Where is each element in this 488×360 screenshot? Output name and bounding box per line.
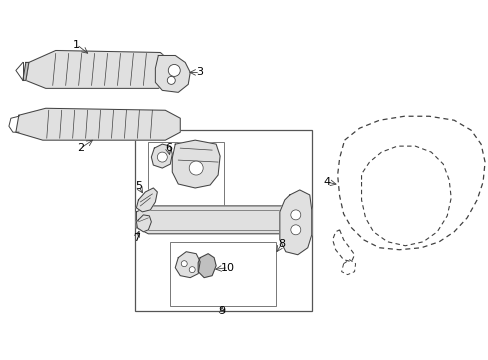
Text: 8: 8 [278, 239, 285, 249]
Polygon shape [136, 206, 307, 234]
Polygon shape [175, 252, 200, 278]
Text: 1: 1 [73, 40, 80, 50]
Bar [135, 130, 311, 311]
Circle shape [167, 76, 175, 84]
Circle shape [189, 267, 195, 273]
Polygon shape [155, 55, 190, 92]
Polygon shape [23, 62, 29, 80]
Polygon shape [16, 108, 180, 140]
Polygon shape [279, 190, 311, 255]
Text: 2: 2 [77, 143, 84, 153]
Text: 5: 5 [135, 181, 142, 191]
Bar [148, 142, 224, 208]
Text: 6: 6 [164, 143, 171, 153]
Polygon shape [198, 254, 216, 278]
Circle shape [181, 261, 187, 267]
Polygon shape [172, 140, 220, 188]
Text: 3: 3 [196, 67, 203, 77]
Text: 7: 7 [133, 233, 140, 243]
Text: 4: 4 [323, 177, 329, 187]
Polygon shape [136, 188, 157, 212]
Polygon shape [26, 50, 175, 88]
Circle shape [189, 161, 203, 175]
Bar [170, 242, 275, 306]
Circle shape [168, 64, 180, 76]
Circle shape [157, 152, 167, 162]
Text: 10: 10 [221, 263, 235, 273]
Text: 9: 9 [218, 306, 225, 316]
Circle shape [290, 225, 300, 235]
Circle shape [290, 210, 300, 220]
Polygon shape [136, 215, 151, 232]
Polygon shape [151, 144, 172, 168]
